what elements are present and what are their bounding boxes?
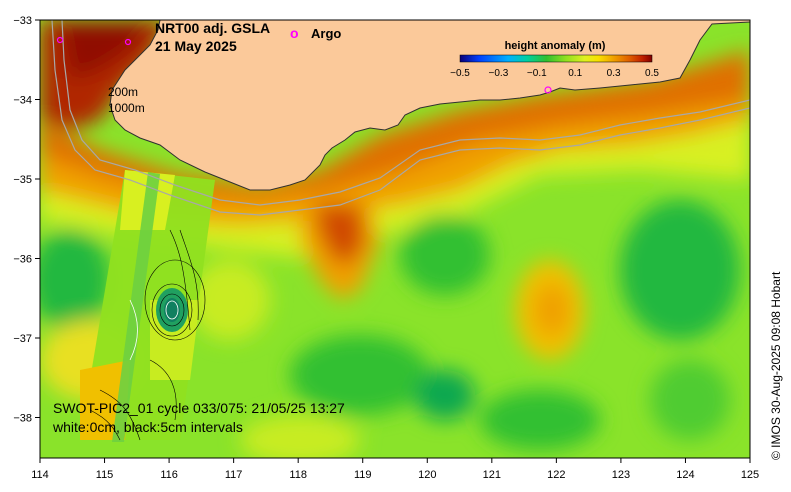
bathymetry-contours [51, 20, 750, 216]
swot-caption-2: white:0cm, black:5cm intervals [52, 419, 243, 435]
x-tick-label: 123 [612, 469, 630, 481]
colorbar-gradient [459, 54, 653, 63]
swot-caption-1: SWOT-PIC2_01 cycle 033/075: 21/05/25 13:… [53, 400, 345, 416]
colorbar-tick-label: −0.1 [527, 68, 547, 79]
anomaly-field [40, 20, 750, 458]
plot-area [40, 20, 750, 458]
x-tick-label: 121 [483, 469, 501, 481]
colorbar-tick-label: 0.5 [645, 68, 659, 79]
title-line-1: NRT00 adj. GSLA [155, 20, 270, 36]
land-mass [110, 20, 750, 190]
colorbar-title: height anomaly (m) [505, 40, 606, 52]
credit-text: © IMOS 30-Aug-2025 09:08 Hobart [769, 271, 783, 460]
x-tick-label: 115 [96, 469, 114, 481]
colorbar-tick-label: −0.3 [489, 68, 509, 79]
colorbar: height anomaly (m) −0.5 −0.3 −0.1 0.1 0.3 0.5 [450, 40, 659, 79]
colorbar-tick-label: 0.1 [568, 68, 582, 79]
y-tick-label: −35 [13, 174, 32, 186]
title-line-2: 21 May 2025 [155, 38, 237, 54]
x-tick-label: 116 [160, 469, 178, 481]
y-tick-label: −34 [13, 95, 32, 107]
x-tick-label: 114 [31, 469, 49, 481]
plot-frame [39, 19, 751, 459]
y-axis: −33 −34 −35 −36 −37 −38 [13, 15, 40, 425]
colorbar-tick-label: −0.5 [450, 68, 470, 79]
swot-swath [80, 170, 215, 442]
x-axis: 114 115 116 117 118 119 120 121 122 123 124 125 [31, 458, 759, 481]
argo-markers [56, 36, 552, 94]
x-tick-label: 118 [289, 469, 307, 481]
x-tick-label: 117 [225, 469, 243, 481]
argo-legend-icon: o [290, 25, 299, 41]
x-tick-label: 122 [547, 469, 565, 481]
bathy-label-200: 200m [108, 85, 138, 99]
argo-legend-label: Argo [311, 26, 341, 41]
y-tick-label: −33 [13, 15, 32, 27]
y-tick-label: −36 [13, 254, 32, 266]
coastline [109, 20, 750, 191]
bathy-label-1000: 1000m [108, 101, 145, 115]
x-tick-label: 125 [741, 469, 759, 481]
y-tick-label: −37 [13, 333, 32, 345]
colorbar-tick-label: 0.3 [607, 68, 621, 79]
x-tick-label: 119 [354, 469, 372, 481]
x-tick-label: 124 [676, 469, 694, 481]
y-tick-label: −38 [13, 413, 32, 425]
x-tick-label: 120 [418, 469, 436, 481]
